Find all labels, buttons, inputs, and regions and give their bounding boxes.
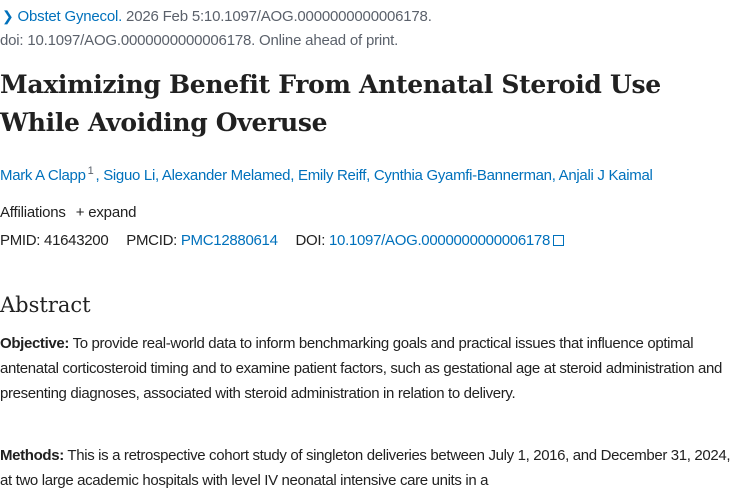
affiliations-label: Affiliations xyxy=(0,204,66,221)
abstract-heading: Abstract xyxy=(0,293,91,317)
doi-label: DOI: xyxy=(295,232,326,249)
journal-link[interactable]: Obstet Gynecol. xyxy=(17,8,123,25)
objective-label: Objective: xyxy=(0,335,70,352)
pmid-label: PMID: xyxy=(0,232,41,249)
methods-label: Methods: xyxy=(0,447,64,464)
author-link[interactable]: Mark A Clapp xyxy=(0,167,86,184)
author-link[interactable]: Emily Reiff xyxy=(297,167,367,184)
affiliation-ref[interactable]: 1 xyxy=(87,165,94,177)
author-list: Mark A Clapp 1, Siguo Li, Alexander Melam… xyxy=(0,165,653,184)
article-ids: PMID: 41643200 PMCID: PMC12880614 DOI: 1… xyxy=(0,232,564,249)
citation: ❯ Obstet Gynecol. 2026 Feb 5:10.1097/AOG.… xyxy=(0,4,432,53)
pmid-value: 41643200 xyxy=(44,232,109,249)
author-link[interactable]: Cynthia Gyamfi-Bannerman xyxy=(373,167,552,184)
author-link[interactable]: Siguo Li xyxy=(103,167,155,184)
affiliations: Affiliations + expand xyxy=(0,204,136,221)
doi-link[interactable]: 10.1097/AOG.0000000000006178 xyxy=(329,232,550,249)
chevron-right-icon[interactable]: ❯ xyxy=(2,8,14,24)
external-link-icon[interactable] xyxy=(553,235,564,246)
citation-doi: doi: 10.1097/AOG.0000000000006178. Onlin… xyxy=(0,32,399,49)
author-link[interactable]: Alexander Melamed xyxy=(161,167,291,184)
expand-affiliations-button[interactable]: + expand xyxy=(75,204,137,221)
objective-text: To provide real-world data to inform ben… xyxy=(0,335,722,402)
abstract-objective: Objective: To provide real-world data to… xyxy=(0,331,745,406)
citation-details: 2026 Feb 5:10.1097/AOG.0000000000006178. xyxy=(122,8,432,25)
abstract-methods: Methods: This is a retrospective cohort … xyxy=(0,443,745,493)
author-link[interactable]: Anjali J Kaimal xyxy=(558,167,653,184)
methods-text: This is a retrospective cohort study of … xyxy=(0,447,731,489)
pmcid-label: PMCID: xyxy=(126,232,177,249)
page-title: Maximizing Benefit From Antenatal Steroi… xyxy=(0,70,661,137)
pmcid-link[interactable]: PMC12880614 xyxy=(180,232,278,249)
